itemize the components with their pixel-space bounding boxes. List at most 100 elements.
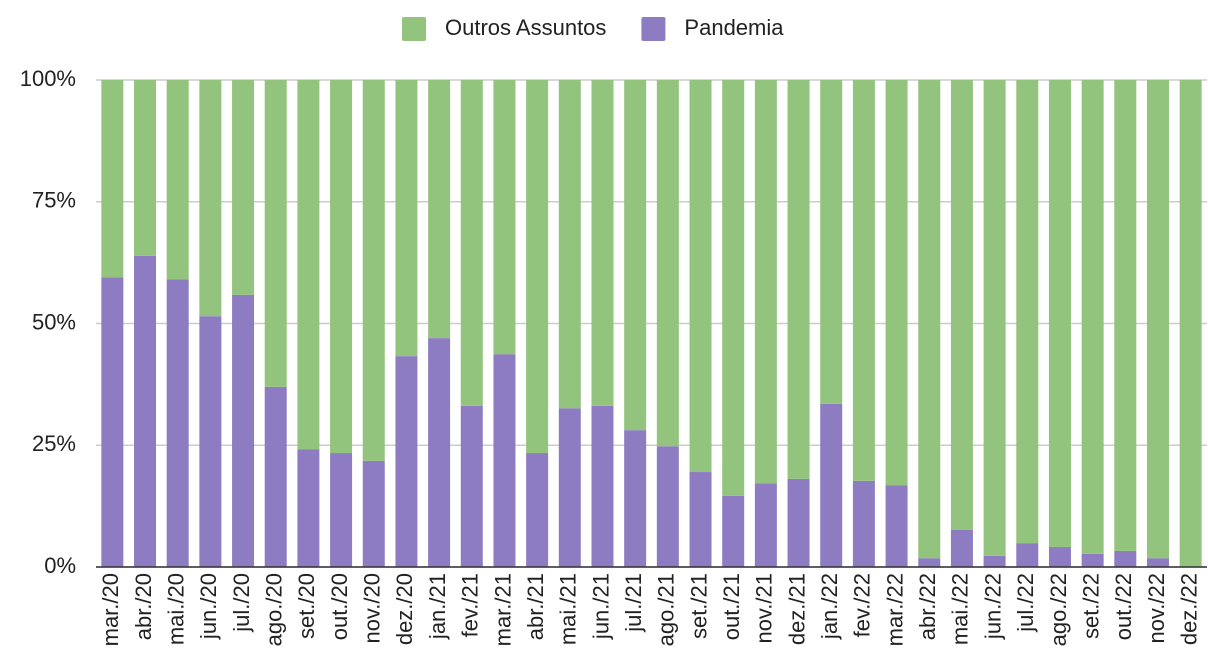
bar-segment <box>885 485 908 567</box>
legend-swatch <box>402 17 426 41</box>
bar-segment <box>134 80 157 256</box>
bar-segment <box>264 80 287 387</box>
x-tick-label: jan./21 <box>425 573 450 640</box>
x-tick-label: ago./21 <box>654 573 679 646</box>
x-tick-label: jun./22 <box>980 573 1005 640</box>
bar-segment <box>689 472 712 567</box>
bar-segment <box>624 80 647 431</box>
bar-segment <box>1179 80 1202 567</box>
bar-segment <box>428 80 451 339</box>
bar-segment <box>820 80 843 404</box>
bar-segment <box>297 449 320 567</box>
legend-swatch <box>641 17 666 41</box>
bar-segment <box>722 495 745 567</box>
x-tick-label: nov./22 <box>1144 573 1169 644</box>
bar-segment <box>1114 80 1137 551</box>
bar-segment <box>1146 80 1169 559</box>
bar-segment <box>852 480 875 567</box>
x-tick-label: ago./20 <box>262 573 287 646</box>
bar-segment <box>362 460 385 567</box>
bar-segment <box>820 403 843 567</box>
x-tick-label: fev./22 <box>850 573 875 637</box>
bar-segment <box>1146 558 1169 567</box>
x-tick-label: abr./21 <box>523 573 548 640</box>
bar-segment <box>722 80 745 496</box>
bar-segment <box>395 356 418 567</box>
x-tick-label: out./20 <box>327 573 352 640</box>
bar-segment <box>166 80 189 280</box>
bar-segment <box>656 80 679 447</box>
x-tick-label: nov./21 <box>752 573 777 644</box>
bar-segment <box>754 80 777 484</box>
bar-segment <box>199 80 222 317</box>
legend-label: Outros Assuntos <box>445 15 606 40</box>
bar-segment <box>754 483 777 567</box>
x-tick-label: nov./20 <box>360 573 385 644</box>
bar-segment <box>558 80 581 409</box>
bar-segment <box>493 80 516 355</box>
bar-segment <box>330 80 353 454</box>
x-tick-label: out./22 <box>1111 573 1136 640</box>
bar-segment <box>264 386 287 567</box>
bar-segment <box>1016 543 1039 567</box>
bar-segment <box>199 316 222 567</box>
x-tick-label: dez./21 <box>784 573 809 645</box>
bar-segment <box>1081 553 1104 567</box>
bar-segment <box>787 80 810 479</box>
bar-segment <box>558 408 581 567</box>
bar-segment <box>134 255 157 567</box>
bar-segment <box>918 558 941 567</box>
x-tick-label: mai./22 <box>948 573 973 645</box>
bar-segment <box>428 338 451 567</box>
y-tick-label: 50% <box>32 309 76 334</box>
bar-segment <box>689 80 712 473</box>
bar-segment <box>526 80 549 454</box>
bar-segment <box>918 80 941 559</box>
x-tick-label: set./22 <box>1078 573 1103 639</box>
bar-segment <box>1048 547 1071 567</box>
x-tick-label: mar./22 <box>882 573 907 646</box>
x-tick-label: out./21 <box>719 573 744 640</box>
bar-segment <box>787 478 810 567</box>
y-tick-label: 100% <box>20 66 76 91</box>
legend-label: Pandemia <box>684 15 784 40</box>
bar-segment <box>362 80 385 461</box>
x-tick-label: mai./21 <box>556 573 581 645</box>
x-tick-label: dez./22 <box>1176 573 1201 645</box>
bar-segment <box>1081 80 1104 554</box>
bar-segment <box>101 277 124 567</box>
x-tick-label: mai./20 <box>164 573 189 645</box>
y-tick-label: 75% <box>32 188 76 213</box>
bar-segment <box>852 80 875 481</box>
bar-segment <box>166 279 189 567</box>
x-tick-label: jul./22 <box>1013 573 1038 633</box>
y-tick-label: 25% <box>32 431 76 456</box>
bar-segment <box>983 555 1006 567</box>
x-tick-label: abr./20 <box>131 573 156 640</box>
x-tick-label: abr./22 <box>915 573 940 640</box>
x-tick-label: fev./21 <box>458 573 483 637</box>
bar-segment <box>983 80 1006 556</box>
bar-segment <box>624 430 647 567</box>
bar-segment <box>1048 80 1071 548</box>
x-tick-label: mar./21 <box>490 573 515 646</box>
bar-segment <box>460 405 483 567</box>
bar-segment <box>885 80 908 486</box>
bar-segment <box>493 354 516 567</box>
y-tick-label: 0% <box>44 553 76 578</box>
x-tick-label: jan./22 <box>817 573 842 640</box>
bar-segment <box>395 80 418 357</box>
bar-segment <box>460 80 483 406</box>
bar-segment <box>656 446 679 567</box>
x-tick-label: set./20 <box>294 573 319 639</box>
bar-segment <box>950 80 973 530</box>
x-tick-label: dez./20 <box>392 573 417 645</box>
x-tick-label: jul./20 <box>229 573 254 633</box>
bar-segment <box>297 80 320 450</box>
bar-segment <box>950 529 973 567</box>
bar-segment <box>232 294 255 567</box>
x-tick-label: jun./21 <box>588 573 613 640</box>
x-tick-label: jun./20 <box>196 573 221 640</box>
bar-segment <box>232 80 255 295</box>
